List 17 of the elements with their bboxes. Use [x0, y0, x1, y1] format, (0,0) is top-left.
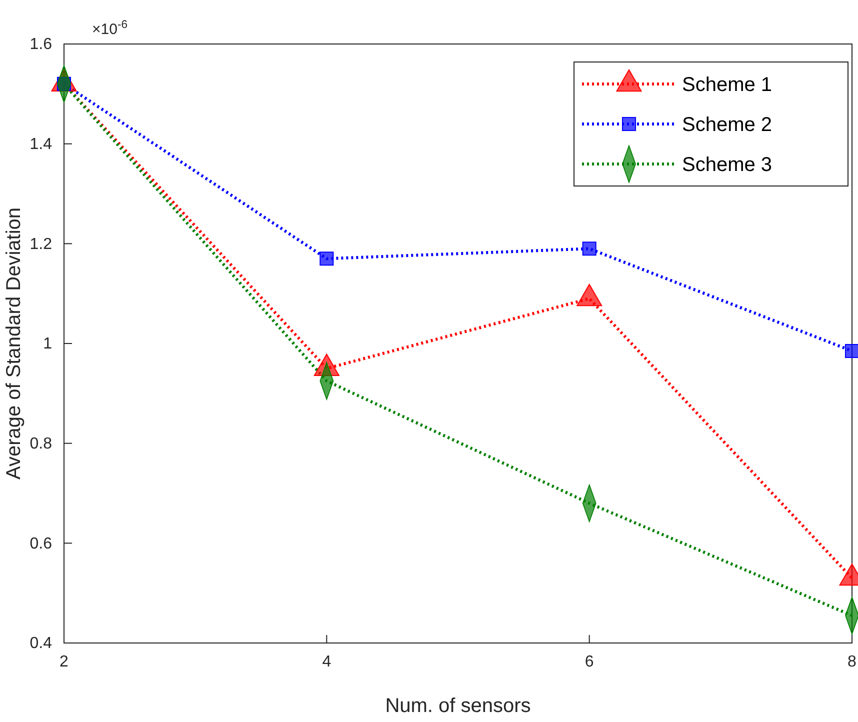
legend-label: Scheme 1: [682, 74, 772, 96]
legend-label: Scheme 2: [682, 114, 772, 136]
y-tick-label: 1.2: [30, 236, 52, 253]
y-tick-label: 1.4: [30, 136, 52, 153]
y-axis-title: Average of Standard Deviation: [3, 207, 25, 480]
y-tick-label: 0.8: [30, 435, 52, 452]
legend-label: Scheme 3: [682, 154, 772, 176]
y-tick-label: 0.6: [30, 535, 52, 552]
y-tick-label: 1.6: [30, 36, 52, 54]
x-tick-label: 2: [60, 653, 69, 670]
y-tick-label: 0.4: [30, 635, 52, 652]
text: ×10$^{-6}$: [92, 19, 128, 38]
x-axis-title: Num. of sensors: [385, 695, 531, 717]
x-tick-label: 4: [322, 653, 332, 670]
y-tick-label: 1: [43, 336, 52, 353]
x-tick-label: 8: [848, 653, 857, 670]
x-tick-label: 6: [584, 653, 594, 670]
